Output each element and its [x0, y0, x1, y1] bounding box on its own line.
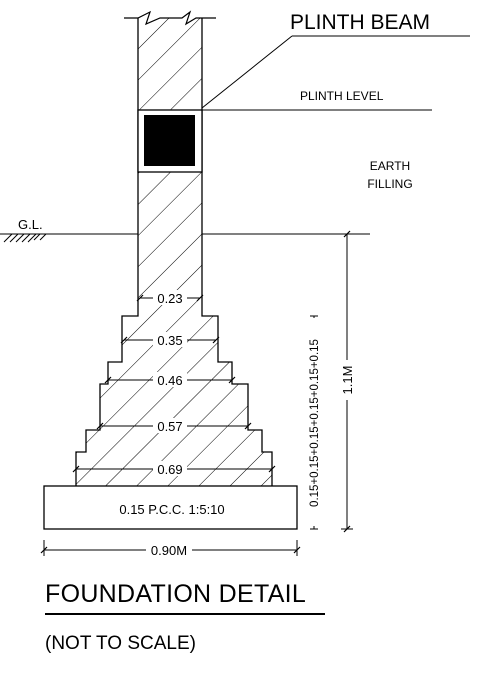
plinth-level: PLINTH LEVEL: [202, 89, 432, 111]
wall-column: [124, 10, 216, 292]
ground-level-label: G.L.: [18, 217, 43, 232]
drawing-title: FOUNDATION DETAIL: [45, 580, 307, 608]
width-label-3: 0.57: [157, 419, 182, 434]
plinth-level-label: PLINTH LEVEL: [300, 89, 384, 103]
ground-level: G.L.: [0, 217, 370, 243]
plinth-beam: [137, 109, 203, 173]
width-label-1: 0.35: [157, 333, 182, 348]
pcc-label: 0.15 P.C.C. 1:5:10: [119, 502, 224, 517]
earth-filling-label-line1: EARTH: [370, 159, 410, 173]
title-underline: [45, 613, 325, 615]
depth-breakdown-dimension: 0.15+0.15+0.15+0.15+0.15+0.15: [307, 315, 321, 530]
base-width-dimension: 0.90M: [40, 540, 301, 558]
plinth-beam-callout: PLINTH BEAM: [201, 11, 470, 109]
width-label-0: 0.23: [157, 291, 182, 306]
depth-breakdown-label: 0.15+0.15+0.15+0.15+0.15+0.15: [309, 339, 321, 507]
base-width-label: 0.90M: [151, 543, 187, 558]
plinth-beam-label: PLINTH BEAM: [290, 11, 430, 34]
width-label-2: 0.46: [157, 373, 182, 388]
total-depth-dimension: 1.1M: [339, 230, 355, 533]
total-depth-label: 1.1M: [340, 366, 355, 395]
width-label-4: 0.69: [157, 462, 182, 477]
wall-lower-hatch: [138, 172, 202, 292]
width-labels: 0.23 0.35 0.46 0.57 0.69: [153, 290, 187, 477]
drawing-subtitle: (NOT TO SCALE): [45, 633, 196, 654]
ground-hatch-icon: [3, 233, 47, 243]
pcc-bed: 0.15 P.C.C. 1:5:10: [43, 485, 298, 530]
earth-filling-label-line2: FILLING: [367, 177, 412, 191]
plinth-beam-section: [144, 115, 195, 166]
wall-upper-hatch: [138, 18, 202, 110]
stepped-footing: [75, 292, 273, 486]
break-line: [124, 10, 216, 26]
